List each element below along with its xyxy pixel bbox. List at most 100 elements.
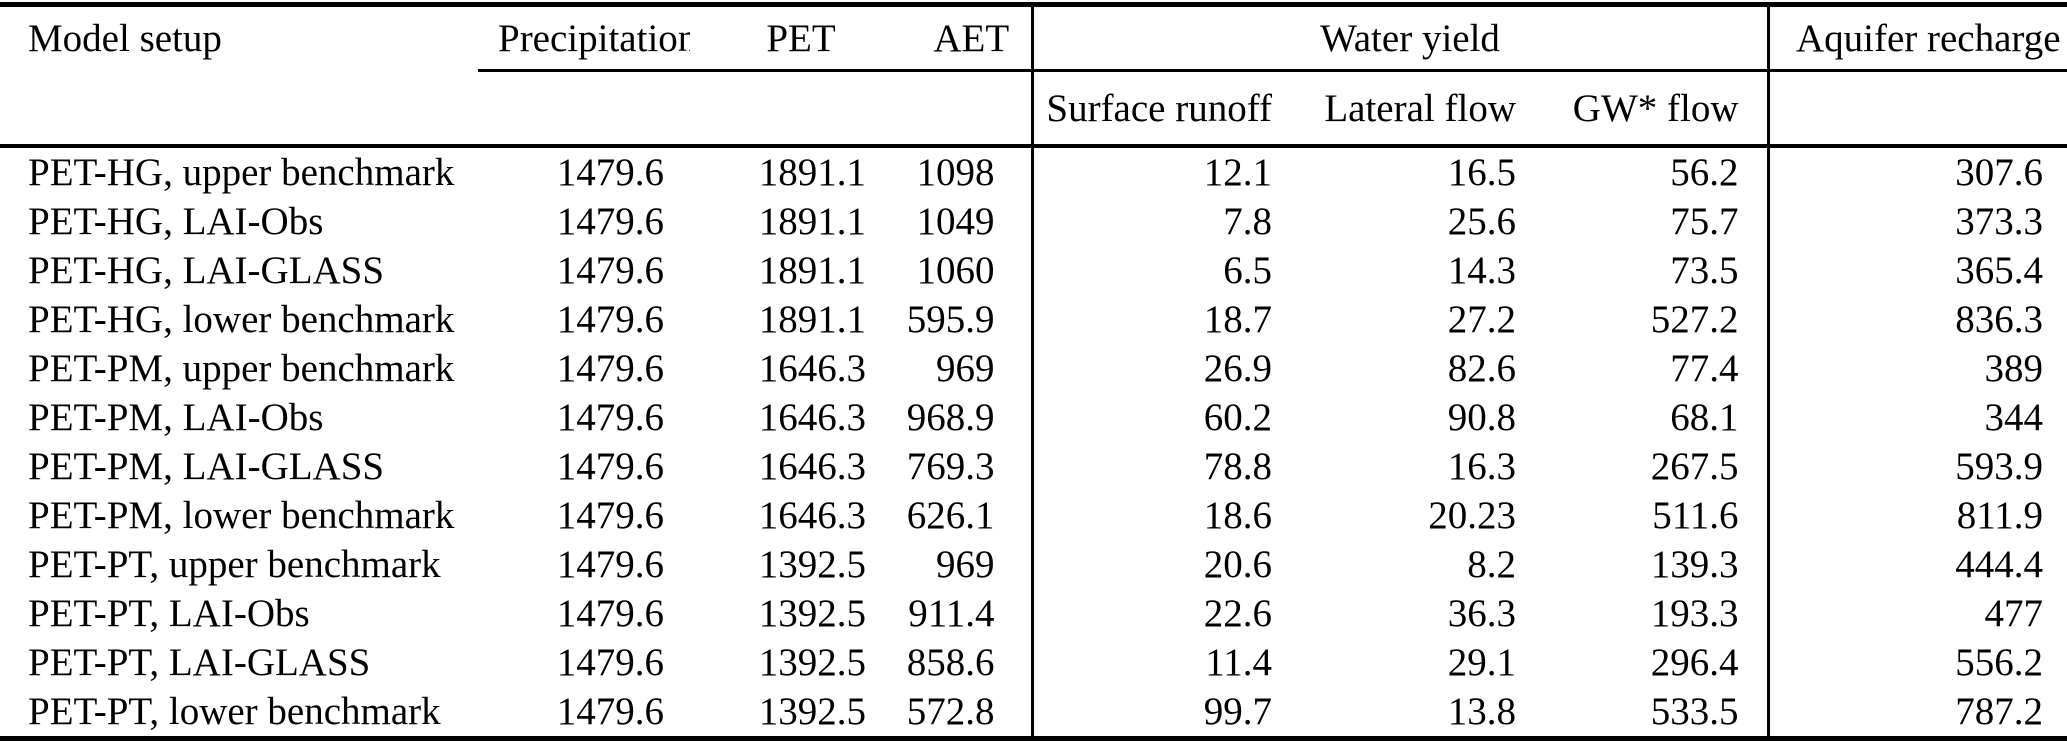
surface-runoff-cell: 6.5: [1223, 249, 1272, 292]
lateral-flow-cell: 90.8: [1447, 396, 1516, 439]
lateral-flow-cell: 14.3: [1447, 249, 1516, 292]
pet-cell: 1392.5: [758, 592, 866, 635]
gw-flow-cell: 296.4: [1544, 638, 1770, 687]
column-header-aquifer-recharge: Aquifer recharge: [1768, 4, 2067, 72]
header-row-sub: Surface runoff Lateral flow GW* flow: [0, 70, 2067, 148]
aquifer-recharge-cell: 444.4: [1955, 543, 2043, 586]
lateral-flow-cell: 27.2: [1447, 298, 1516, 341]
row-label-cell: PET-PT, LAI-GLASS: [28, 641, 371, 684]
pet-cell: 1392.5: [758, 641, 866, 684]
surface-runoff-cell: 11.4: [1205, 641, 1272, 684]
surface-runoff-cell: 12.1: [1203, 151, 1272, 194]
pet-cell: 1646.3: [758, 445, 866, 488]
column-header-gw-flow: GW* flow: [1544, 70, 1770, 148]
precipitation-cell: 1479.6: [556, 396, 664, 439]
aet-cell: 1060: [892, 246, 1034, 295]
pet-cell: 1891.1: [758, 298, 866, 341]
column-header-model-setup: Model setup: [28, 17, 222, 61]
lateral-flow-cell: 16.3: [1447, 445, 1516, 488]
lateral-flow-cell: 16.5: [1447, 151, 1516, 194]
row-label-cell: PET-PM, upper benchmark: [28, 347, 455, 390]
row-label-cell: PET-HG, lower benchmark: [28, 298, 455, 341]
spacer-cell: [690, 70, 892, 148]
precipitation-cell: 1479.6: [556, 347, 664, 390]
row-label-cell: PET-PT, lower benchmark: [28, 690, 441, 733]
pet-cell: 1392.5: [758, 543, 866, 586]
gw-flow-cell: 77.4: [1544, 344, 1770, 393]
lateral-flow-cell: 20.23: [1428, 494, 1516, 537]
precipitation-cell: 1479.6: [556, 690, 664, 733]
table-row: PET-PT, LAI-Obs 1479.6 1392.5 911.4 22.6…: [0, 589, 2067, 638]
row-label-cell: PET-HG, LAI-Obs: [28, 200, 324, 243]
aet-cell: 968.9: [892, 393, 1034, 442]
table-row: PET-HG, lower benchmark 1479.6 1891.1 59…: [0, 295, 2067, 344]
aquifer-recharge-cell: 811.9: [1956, 494, 2043, 537]
spacer-cell: [478, 70, 690, 148]
gw-flow-cell: 56.2: [1544, 146, 1770, 197]
table-row: PET-PM, LAI-Obs 1479.6 1646.3 968.9 60.2…: [0, 393, 2067, 442]
precipitation-cell: 1479.6: [556, 249, 664, 292]
column-group-header-water-yield: Water yield: [1032, 4, 1770, 72]
aquifer-recharge-cell: 836.3: [1955, 298, 2043, 341]
pet-cell: 1891.1: [758, 200, 866, 243]
spacer-cell: [0, 70, 478, 148]
table-row: PET-PM, lower benchmark 1479.6 1646.3 62…: [0, 491, 2067, 540]
table-row: PET-PM, upper benchmark 1479.6 1646.3 96…: [0, 344, 2067, 393]
aet-cell: 572.8: [892, 687, 1034, 739]
precipitation-cell: 1479.6: [556, 298, 664, 341]
surface-runoff-cell: 60.2: [1203, 396, 1272, 439]
lateral-flow-cell: 82.6: [1447, 347, 1516, 390]
precipitation-cell: 1479.6: [556, 200, 664, 243]
gw-flow-cell: 68.1: [1544, 393, 1770, 442]
table-row: PET-PM, LAI-GLASS 1479.6 1646.3 769.3 78…: [0, 442, 2067, 491]
gw-flow-cell: 139.3: [1544, 540, 1770, 589]
precipitation-cell: 1479.6: [556, 543, 664, 586]
aet-cell: 1049: [892, 197, 1034, 246]
gw-flow-cell: 73.5: [1544, 246, 1770, 295]
gw-flow-cell: 511.6: [1544, 491, 1770, 540]
pet-cell: 1646.3: [758, 494, 866, 537]
table-body: PET-HG, upper benchmark 1479.6 1891.1 10…: [0, 146, 2067, 739]
lateral-flow-cell: 13.8: [1447, 690, 1516, 733]
header-row-main: Model setup Precipitation PET AET Water …: [0, 4, 2067, 72]
surface-runoff-cell: 20.6: [1203, 543, 1272, 586]
gw-flow-cell: 75.7: [1544, 197, 1770, 246]
aquifer-recharge-cell: 307.6: [1955, 151, 2043, 194]
pet-cell: 1646.3: [758, 396, 866, 439]
aquifer-recharge-cell: 593.9: [1955, 445, 2043, 488]
aquifer-recharge-cell: 556.2: [1955, 641, 2043, 684]
spacer-cell: [1768, 70, 2067, 148]
column-header-pet: PET: [690, 4, 892, 72]
row-label-cell: PET-PM, lower benchmark: [28, 494, 455, 537]
pet-cell: 1891.1: [758, 151, 866, 194]
column-header-precipitation: Precipitation: [478, 4, 690, 72]
table-header: Model setup Precipitation PET AET Water …: [0, 4, 2067, 148]
aet-cell: 769.3: [892, 442, 1034, 491]
surface-runoff-cell: 22.6: [1203, 592, 1272, 635]
gw-flow-cell: 527.2: [1544, 295, 1770, 344]
gw-flow-cell: 533.5: [1544, 687, 1770, 739]
table-row: PET-HG, LAI-GLASS 1479.6 1891.1 1060 6.5…: [0, 246, 2067, 295]
aet-cell: 969: [892, 540, 1034, 589]
pet-cell: 1392.5: [758, 690, 866, 733]
row-label-cell: PET-PT, LAI-Obs: [28, 592, 310, 635]
pet-cell: 1646.3: [758, 347, 866, 390]
spacer-cell: [892, 70, 1034, 148]
precipitation-cell: 1479.6: [556, 592, 664, 635]
lateral-flow-cell: 29.1: [1447, 641, 1516, 684]
column-header-surface-runoff: Surface runoff: [1032, 70, 1300, 148]
aquifer-recharge-cell: 389: [1984, 347, 2044, 390]
pet-cell: 1891.1: [758, 249, 866, 292]
row-label-cell: PET-HG, upper benchmark: [28, 151, 455, 194]
table-row: PET-HG, LAI-Obs 1479.6 1891.1 1049 7.8 2…: [0, 197, 2067, 246]
column-header-lateral-flow: Lateral flow: [1300, 70, 1544, 148]
surface-runoff-cell: 7.8: [1223, 200, 1272, 243]
surface-runoff-cell: 99.7: [1203, 690, 1272, 733]
aquifer-recharge-cell: 787.2: [1955, 690, 2043, 733]
aquifer-recharge-cell: 373.3: [1955, 200, 2043, 243]
table-row: PET-PT, lower benchmark 1479.6 1392.5 57…: [0, 687, 2067, 739]
aet-cell: 595.9: [892, 295, 1034, 344]
precipitation-cell: 1479.6: [556, 494, 664, 537]
aquifer-recharge-cell: 365.4: [1955, 249, 2043, 292]
